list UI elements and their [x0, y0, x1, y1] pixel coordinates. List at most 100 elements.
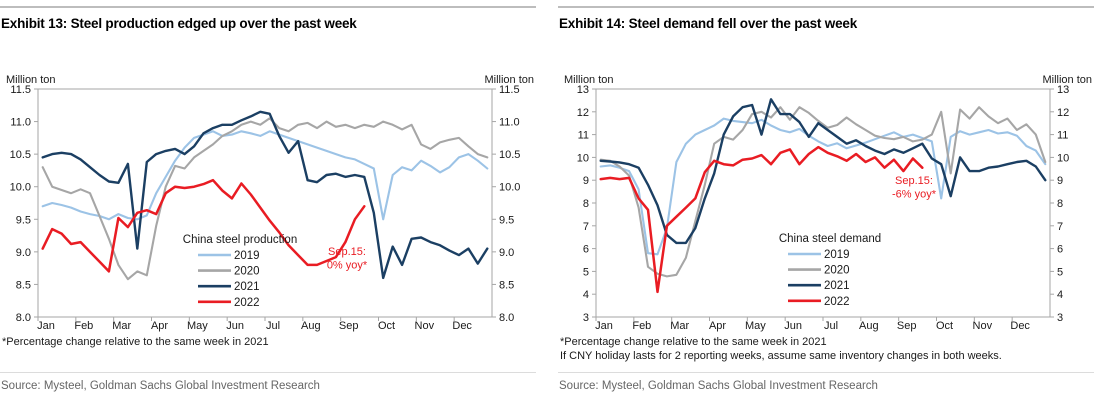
x-tick-label-sep: Sep [339, 320, 359, 332]
series-2019-line [599, 117, 1047, 256]
exhibit-14-panel: Exhibit 14: Steel demand fell over the p… [558, 0, 1094, 406]
y-tick-label-left: 12 [577, 107, 589, 119]
series-2021-line [41, 110, 489, 279]
y-tick-label-right: 5 [1057, 266, 1063, 278]
y-tick-label-left: 10.5 [10, 149, 31, 161]
legend-label-2022: 2022 [234, 297, 260, 309]
y-tick-label-right: 9 [1057, 175, 1063, 187]
exhibit-14-title: Exhibit 14: Steel demand fell over the p… [559, 16, 857, 31]
x-tick-label-feb: Feb [74, 320, 93, 332]
x-tick-label-jun: Jun [226, 320, 244, 332]
x-tick-label-nov: Nov [973, 320, 993, 332]
y-tick-label-left: 8.0 [16, 312, 31, 324]
series-2020-line [599, 106, 1047, 278]
y-tick-label-right: 12 [1057, 107, 1069, 119]
y-axis-unit-right: Million ton [484, 74, 534, 86]
y-axis-ticks: 13 13 12 12 11 11 10 10 9 9 8 8 7 7 6 6 5 5 4 4 3 3 [577, 84, 1070, 324]
y-tick-label-left: 7 [583, 221, 589, 233]
annotation-line: -6% yoy* [892, 188, 937, 200]
x-tick-label-mar: Mar [670, 320, 689, 332]
source-footer: Source: Mysteel, Goldman Sachs Global In… [0, 372, 536, 406]
y-tick-label-right: 11.0 [499, 116, 520, 128]
plot-frame [37, 88, 493, 318]
footnotes: *Percentage change relative to the same … [560, 335, 1094, 363]
y-tick-label-left: 11.5 [10, 84, 31, 96]
y-tick-label-left: 9.0 [16, 247, 31, 259]
x-axis-ticks: Jan Feb Mar Apr May Jun Jul Aug Sep Oct Nov Dec [37, 316, 472, 332]
legend-label-2020: 2020 [824, 264, 850, 276]
y-tick-label-right: 11 [1057, 129, 1068, 141]
x-tick-label-oct: Oct [378, 320, 395, 332]
series-2022-line [41, 178, 366, 273]
x-tick-label-jul: Jul [266, 320, 280, 332]
x-tick-label-apr: Apr [151, 320, 168, 332]
exhibit-13-panel: Exhibit 13: Steel production edged up ov… [0, 0, 536, 406]
y-tick-label-right: 4 [1057, 289, 1063, 301]
series-2022-line [599, 145, 924, 294]
footnote-line: *Percentage change relative to the same … [2, 335, 269, 348]
y-tick-label-left: 8.5 [16, 279, 31, 291]
y-tick-label-left: 3 [583, 312, 589, 324]
y-axis-unit-left: Million ton [564, 74, 614, 86]
x-tick-label-oct: Oct [936, 320, 953, 332]
x-tick-label-jan: Jan [595, 320, 613, 332]
footnote-line: If CNY holiday lasts for 2 reporting wee… [560, 349, 1002, 362]
legend-title: China steel production [183, 234, 297, 246]
x-tick-label-jun: Jun [784, 320, 802, 332]
y-tick-label-left: 11.0 [10, 116, 31, 128]
x-tick-label-apr: Apr [709, 320, 726, 332]
source-text: Source: Mysteel, Goldman Sachs Global In… [559, 380, 878, 392]
x-tick-label-jan: Jan [37, 320, 55, 332]
y-tick-label-right: 3 [1057, 312, 1063, 324]
legend-label-2020: 2020 [234, 265, 260, 277]
x-tick-label-may: May [745, 320, 766, 332]
series-2020-line [41, 117, 489, 281]
annotation: Sep.15:-6% yoy* [892, 175, 937, 201]
footnote-line: *Percentage change relative to the same … [560, 335, 827, 348]
y-tick-label-right: 13 [1057, 84, 1069, 96]
x-tick-label-aug: Aug [301, 320, 321, 332]
y-tick-label-left: 8 [583, 198, 589, 210]
y-tick-label-left: 10 [577, 152, 589, 164]
legend: China steel production 2019 2020 2021 2022 [183, 234, 297, 309]
y-tick-label-right: 10 [1057, 152, 1069, 164]
series-2021-line [599, 97, 1047, 244]
y-tick-label-left: 4 [583, 289, 589, 301]
x-tick-label-dec: Dec [1010, 320, 1030, 332]
y-tick-label-right: 10.0 [499, 182, 520, 194]
y-tick-label-right: 11.5 [499, 84, 520, 96]
legend: China steel demand 2019 2020 2021 2022 [779, 233, 881, 308]
y-tick-label-right: 8 [1057, 198, 1063, 210]
exhibit-13-title: Exhibit 13: Steel production edged up ov… [1, 16, 357, 31]
y-axis-unit-right: Million ton [1042, 74, 1092, 86]
annotation-line: 0% yoy* [327, 259, 368, 271]
source-footer: Source: Mysteel, Goldman Sachs Global In… [558, 372, 1094, 406]
x-tick-label-feb: Feb [632, 320, 651, 332]
footnotes: *Percentage change relative to the same … [2, 335, 536, 349]
y-tick-label-right: 9.5 [499, 214, 514, 226]
x-tick-label-may: May [187, 320, 208, 332]
y-tick-label-right: 9.0 [499, 247, 514, 259]
top-rule [558, 6, 1094, 8]
y-tick-label-left: 9.5 [16, 214, 31, 226]
y-tick-label-right: 7 [1057, 221, 1063, 233]
y-tick-label-right: 8.5 [499, 279, 514, 291]
legend-label-2022: 2022 [824, 296, 850, 308]
y-tick-label-left: 9 [583, 175, 589, 187]
legend-label-2021: 2021 [234, 281, 260, 293]
x-tick-label-mar: Mar [112, 320, 131, 332]
legend-label-2019: 2019 [824, 249, 850, 261]
y-tick-label-left: 6 [583, 243, 589, 255]
x-tick-label-dec: Dec [452, 320, 472, 332]
x-tick-label-jul: Jul [824, 320, 838, 332]
x-tick-label-sep: Sep [897, 320, 917, 332]
legend-title: China steel demand [779, 233, 881, 245]
source-text: Source: Mysteel, Goldman Sachs Global In… [1, 380, 320, 392]
top-rule [0, 6, 536, 8]
annotation: Sep.15:0% yoy* [327, 246, 368, 272]
x-tick-label-aug: Aug [859, 320, 879, 332]
x-tick-label-nov: Nov [415, 320, 435, 332]
